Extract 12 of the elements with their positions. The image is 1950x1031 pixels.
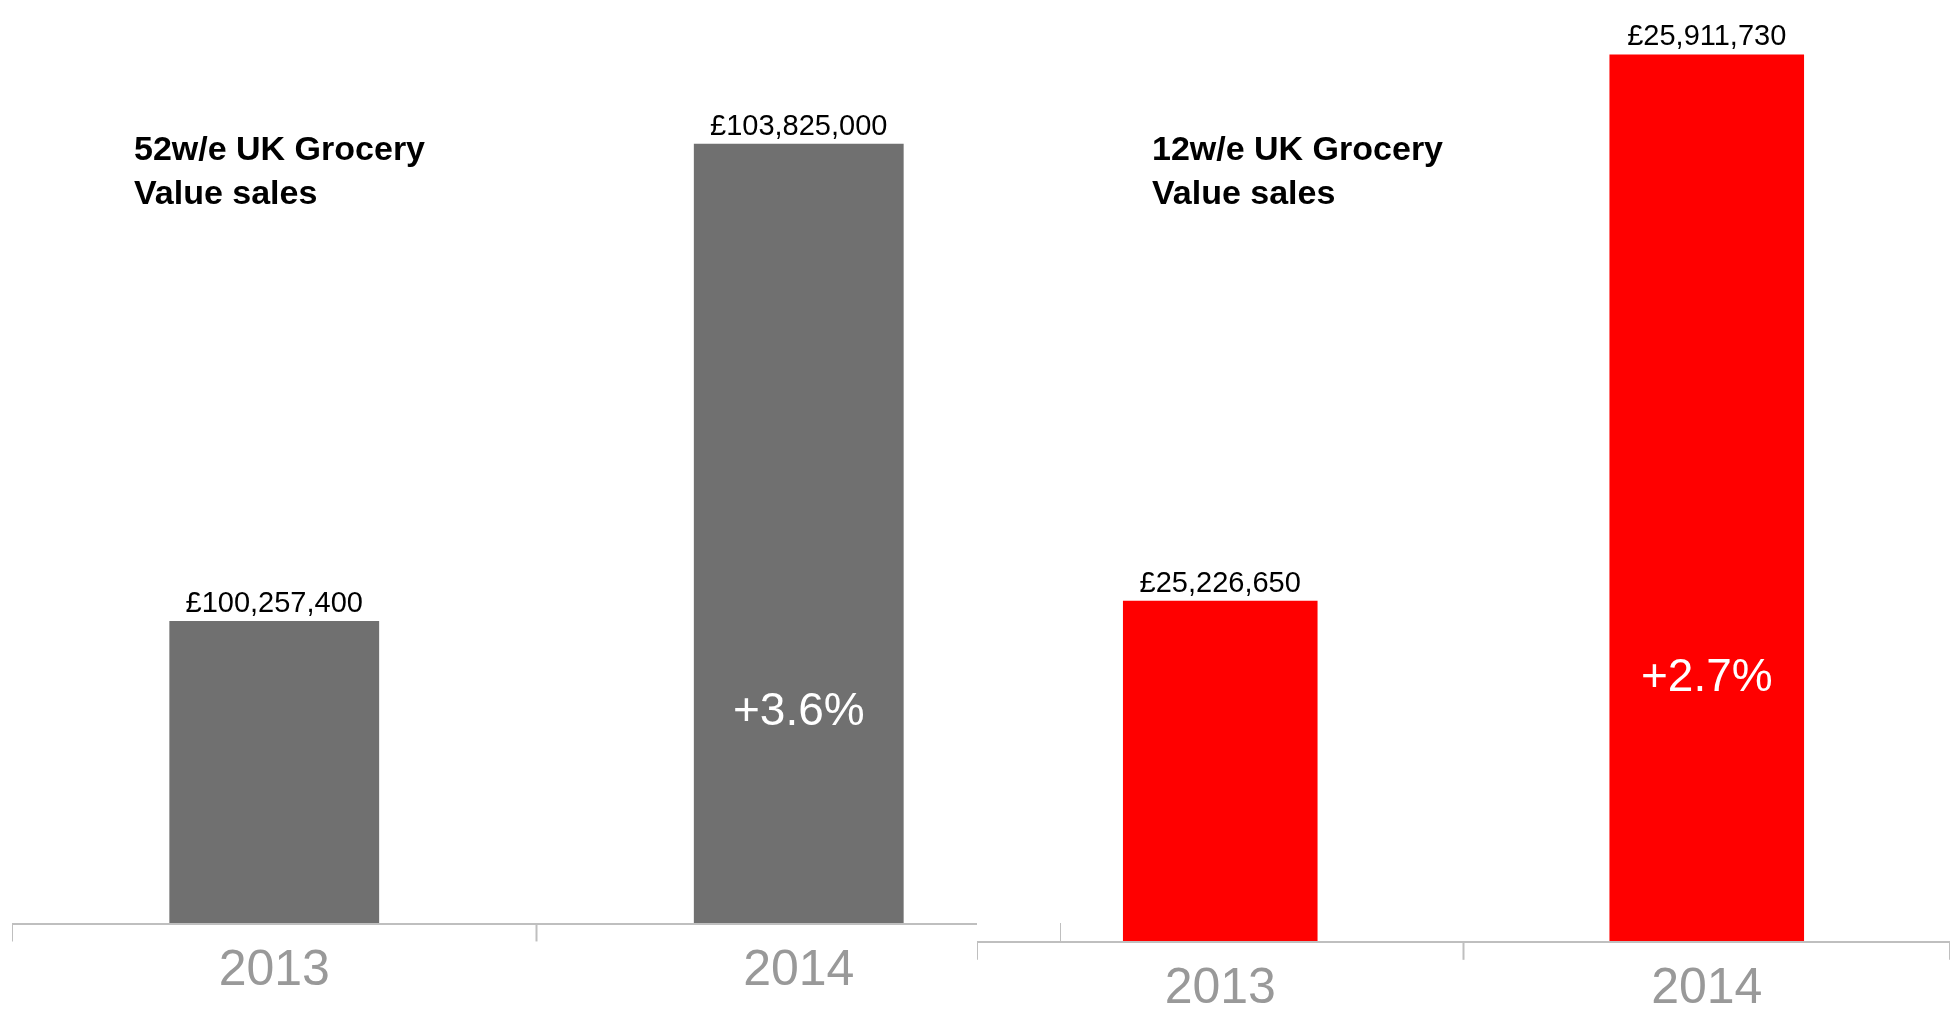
data-label: £103,825,000: [710, 108, 888, 141]
text: 52w/e UK Grocery Value sales: [134, 129, 426, 212]
x-tick-label: 2014: [743, 940, 855, 996]
annotation: +3.6%: [733, 683, 865, 735]
data-label: £25,226,650: [1139, 565, 1301, 598]
x-tick-label: 2013: [218, 940, 330, 996]
annotation: +2.7%: [1641, 649, 1773, 701]
x-tick-label: 2014: [1651, 958, 1763, 1014]
text: 12w/e UK Grocery Value sales: [1152, 129, 1444, 212]
data-label: £100,257,400: [185, 586, 363, 619]
x-tick-label: 2013: [1164, 958, 1276, 1014]
data-label: £25,911,730: [1627, 19, 1787, 52]
